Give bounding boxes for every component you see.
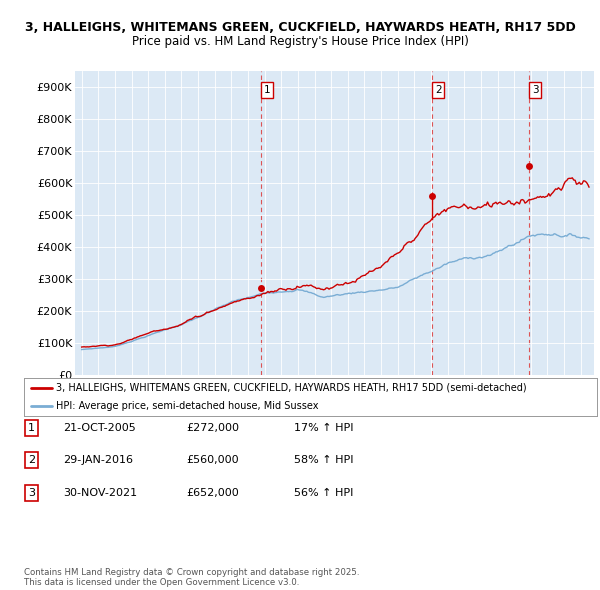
Text: £560,000: £560,000 [186,455,239,465]
Text: 17% ↑ HPI: 17% ↑ HPI [294,423,353,432]
Text: 3: 3 [532,85,539,95]
Text: 21-OCT-2005: 21-OCT-2005 [63,423,136,432]
Text: 3: 3 [28,488,35,497]
Text: 2: 2 [28,455,35,465]
Text: HPI: Average price, semi-detached house, Mid Sussex: HPI: Average price, semi-detached house,… [56,401,318,411]
Text: £272,000: £272,000 [186,423,239,432]
Text: Contains HM Land Registry data © Crown copyright and database right 2025.
This d: Contains HM Land Registry data © Crown c… [24,568,359,587]
Text: £652,000: £652,000 [186,488,239,497]
Text: 30-NOV-2021: 30-NOV-2021 [63,488,137,497]
Text: 3, HALLEIGHS, WHITEMANS GREEN, CUCKFIELD, HAYWARDS HEATH, RH17 5DD (semi-detache: 3, HALLEIGHS, WHITEMANS GREEN, CUCKFIELD… [56,383,526,393]
Text: 56% ↑ HPI: 56% ↑ HPI [294,488,353,497]
Text: 29-JAN-2016: 29-JAN-2016 [63,455,133,465]
Text: 1: 1 [263,85,270,95]
Text: 3, HALLEIGHS, WHITEMANS GREEN, CUCKFIELD, HAYWARDS HEATH, RH17 5DD: 3, HALLEIGHS, WHITEMANS GREEN, CUCKFIELD… [25,21,575,34]
Text: 1: 1 [28,423,35,432]
Text: 58% ↑ HPI: 58% ↑ HPI [294,455,353,465]
Text: 2: 2 [435,85,442,95]
Text: Price paid vs. HM Land Registry's House Price Index (HPI): Price paid vs. HM Land Registry's House … [131,35,469,48]
